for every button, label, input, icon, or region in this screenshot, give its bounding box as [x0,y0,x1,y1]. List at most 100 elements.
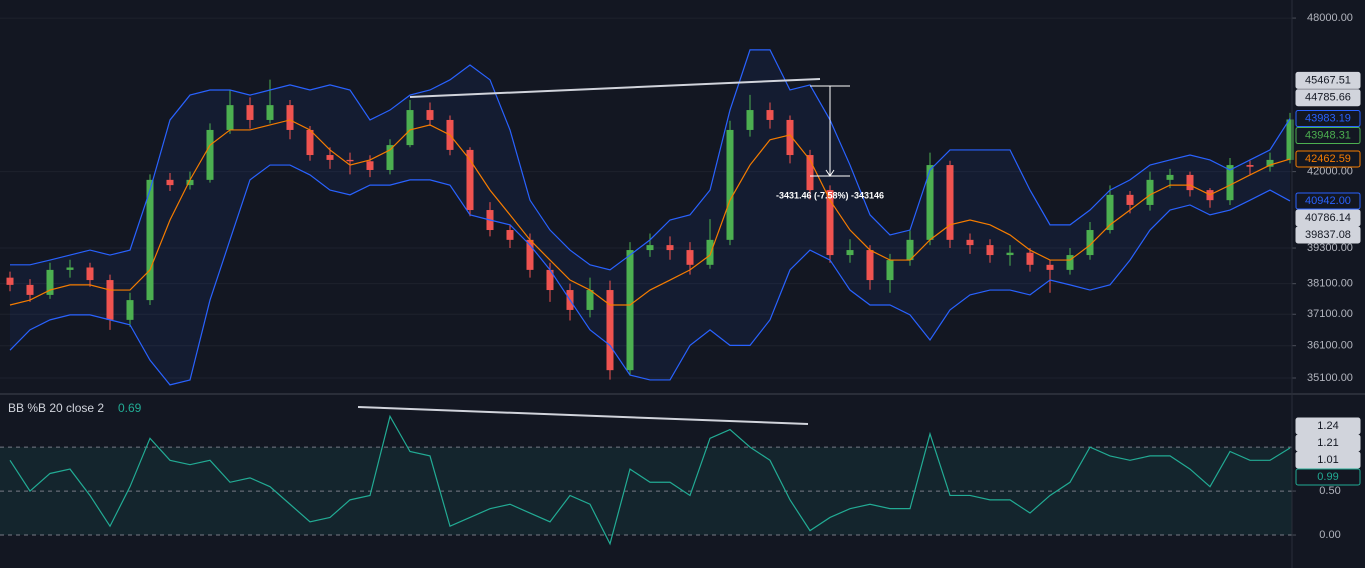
candle-body [466,149,474,211]
candle-body [666,245,674,251]
price-label-box [1295,417,1361,435]
lower-band [9,164,1291,386]
price-label: 43983.19 [1305,112,1351,124]
price-label-box [1295,192,1361,210]
candle-body [306,129,314,156]
candle-body [866,250,874,281]
candle-body [906,239,914,261]
price-label-box [1295,226,1361,244]
trend-line [357,406,809,425]
candle-body [806,155,814,191]
trend-line [409,78,821,98]
indicator-value: 0.69 [118,401,142,415]
candle-body [706,239,714,265]
price-label-box [1295,110,1361,128]
price-label: 44785.66 [1305,92,1351,104]
candle-body [206,129,214,180]
candle-body [766,110,774,120]
price-label-box [1295,451,1361,469]
indicator-title: BB %B 20 close 2 [8,401,104,415]
candle-body [646,245,654,251]
candle-body [366,161,374,170]
y-tick-label: 0.50 [1319,485,1340,497]
candle-body [26,284,34,295]
candle-body [166,179,174,186]
candle-body [1026,252,1034,265]
y-tick-label: 37100.00 [1307,308,1353,320]
candle-body [1106,194,1114,231]
candle-body [186,179,194,186]
candle-body [266,105,274,120]
price-label: 1.24 [1317,420,1338,432]
level-fill [0,447,1292,536]
candle-body [126,300,134,320]
candle-body [626,250,634,371]
price-label-box [1295,127,1361,145]
candle-body [526,239,534,270]
y-tick-label: 36100.00 [1307,340,1353,352]
candle-body [6,277,14,285]
candle-body [686,250,694,265]
candle-body [846,250,854,256]
candle-body [1066,255,1074,270]
candle-body [1226,165,1234,201]
y-tick-label: 42000.00 [1307,166,1353,178]
candle-body [586,290,594,310]
price-label-box [1295,434,1361,452]
candle-body [946,165,954,240]
candle-body [1246,165,1254,167]
candle-body [786,119,794,156]
plot-layer: 48000.00 42000.00 39300.00 38100.00 37100.00… [0,12,1361,546]
candle-body [986,245,994,256]
candle-body [826,190,834,256]
candle-body [726,129,734,240]
candle-body [86,267,94,281]
candle-body [386,145,394,170]
price-label: 1.21 [1317,437,1338,449]
price-label: 40786.14 [1305,212,1351,224]
measure-label: -3431.46 (-7.58%) -343146 [776,190,884,200]
price-label: 42462.59 [1305,153,1351,165]
upper-band [10,49,1291,271]
candle-body [1006,252,1014,256]
price-label-box [1295,150,1361,168]
candle-body [1146,179,1154,205]
candle-body [886,260,894,281]
candle-body [406,110,414,146]
percent-b-line [9,414,1291,546]
candle-body [426,110,434,120]
price-label-box [1295,71,1361,89]
candle-body [286,105,294,130]
candle-body [606,290,614,371]
price-label-box [1295,89,1361,107]
candle-body [1046,264,1054,270]
y-tick-label: 35100.00 [1307,372,1353,384]
candle-body [1126,194,1134,205]
band-fill [10,49,1290,385]
price-label: 45467.51 [1305,74,1351,86]
candle-body [46,269,54,295]
y-tick-label: 39300.00 [1307,242,1353,254]
candle-body [1186,174,1194,191]
y-tick-label: 0.00 [1319,529,1340,541]
candle-body [546,269,554,291]
candle-body [926,165,934,240]
candle-body [1086,230,1094,256]
candle-body [66,267,74,270]
measure-arrow [825,169,835,177]
candle-body [346,159,354,162]
price-label-box [1295,209,1361,227]
candle-body [506,230,514,240]
price-label-box [1295,468,1361,486]
candle-body [326,155,334,160]
candle-body [966,239,974,246]
candle-body [246,105,254,120]
price-label: 40942.00 [1305,195,1351,207]
middle-band [9,119,1291,306]
y-tick-label: 38100.00 [1307,278,1353,290]
candle-body [1286,119,1294,160]
price-label: 43948.31 [1305,129,1351,141]
candle-body [226,105,234,130]
